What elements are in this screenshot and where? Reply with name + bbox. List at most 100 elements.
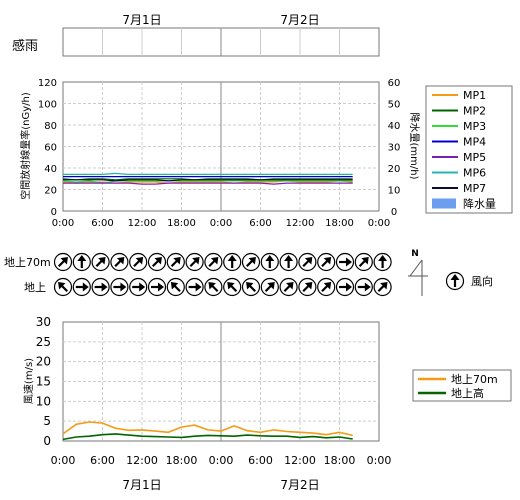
wind-arrow-head xyxy=(323,257,332,265)
series-line-mp2 xyxy=(62,178,353,181)
wind-arrow-shape xyxy=(58,282,69,293)
wind-arrow-head xyxy=(323,282,332,290)
wind-arrow-shape xyxy=(77,255,87,268)
legend-label: MP4 xyxy=(463,136,486,149)
wind-arrow-ground xyxy=(166,277,185,297)
wind-ytick-label: 0 xyxy=(43,434,51,448)
wind-arrow-shape xyxy=(246,282,257,293)
precip-ytick-label: 20 xyxy=(388,164,401,175)
wind-arrow-ground xyxy=(204,277,223,297)
wind-arrow-70m xyxy=(335,252,355,272)
wind-ytick-label: 30 xyxy=(36,315,51,329)
wind-speed-ylabel: 風速(m/s) xyxy=(23,358,35,404)
wind-arrow-70m xyxy=(110,252,129,272)
wind-arrow-head xyxy=(58,282,66,290)
wind-arrow-shape xyxy=(133,257,144,268)
wind-arrow-shape xyxy=(264,282,275,293)
wind-arrow-head xyxy=(139,282,146,292)
dose-rate-ylabel: 空間放射線量率(nGy/h) xyxy=(19,92,32,200)
wind-arrow-shape xyxy=(170,282,181,293)
wind-xtick-label: 18:00 xyxy=(166,454,198,467)
series-line-mp7 xyxy=(63,179,353,182)
wind-arrow-70m xyxy=(166,252,185,272)
date-label-jul1-bottom: 7月1日 xyxy=(122,478,161,492)
wind-ytick-label: 20 xyxy=(36,355,51,369)
legend-label: MP2 xyxy=(463,105,486,118)
wind-xtick-label: 12:00 xyxy=(126,454,158,467)
wind-arrow-head xyxy=(267,282,275,290)
wind-arrow-ground xyxy=(129,277,148,297)
series-line-mp6 xyxy=(63,172,353,175)
wind-arrow-head xyxy=(170,282,179,290)
wind-arrow-70m xyxy=(279,252,298,272)
wind-arrow-ground xyxy=(110,277,129,297)
dose-xtick-label: 18:00 xyxy=(325,218,354,229)
wind-arrow-head xyxy=(380,282,388,290)
legend-label: MP6 xyxy=(463,167,486,180)
wind-speed-panel: 0 5 10 15 20 25 30 0:00 6:00 12:00 18:00 0:00 6:00 1… xyxy=(23,315,512,492)
series-line-mp3 xyxy=(62,180,353,184)
wind-arrow-shape xyxy=(208,257,219,268)
legend-label: 地上70m xyxy=(451,373,498,386)
wind-ytick-label: 15 xyxy=(36,375,51,389)
dose-rate-panel: 0 20 40 60 80 100 120 0 10 20 30 40 50 60 0:00 6:00 12… xyxy=(19,78,513,229)
dose-xtick-label: 12:00 xyxy=(128,218,157,229)
wind-arrow-shape xyxy=(170,257,181,268)
wind-arrow-head xyxy=(154,257,162,265)
series-line-70m xyxy=(62,421,353,437)
wind-arrow-head xyxy=(304,257,313,265)
rain-sense-panel: 7月1日 7月2日 感雨 xyxy=(12,13,380,57)
wind-arrow-70m xyxy=(129,252,148,272)
wind-arrow-shape xyxy=(188,282,202,292)
wind-arrow-shape xyxy=(377,282,388,293)
wind-arrow-ground xyxy=(223,277,242,297)
wind-arrow-head xyxy=(346,257,352,267)
wind-arrow-shape xyxy=(227,282,238,293)
precip-ytick-label: 0 xyxy=(391,207,397,218)
wind-arrow-70m xyxy=(147,252,167,272)
wind-arrow-shape xyxy=(378,255,388,268)
legend-label: MP5 xyxy=(463,151,486,164)
wind-arrow-head xyxy=(208,282,216,290)
rain-sense-label: 感雨 xyxy=(12,38,38,54)
date-label-jul2: 7月2日 xyxy=(280,13,319,27)
wind-arrow-head xyxy=(248,257,256,265)
wind-arrow-70m xyxy=(260,252,279,272)
wind-arrow-shape xyxy=(95,257,106,268)
dose-ytick-label: 60 xyxy=(44,143,57,154)
wind-arrow-shape xyxy=(450,274,460,287)
wind-arrow-shape xyxy=(321,257,332,268)
wind-arrow-ground xyxy=(317,277,336,297)
wind-arrow-shape xyxy=(151,257,162,268)
wind-arrow-shape xyxy=(227,255,237,268)
wind-arrow-head xyxy=(450,274,460,280)
wind-arrow-shape xyxy=(283,282,294,293)
wind-arrow-70m xyxy=(185,252,204,272)
wind-arrow-head xyxy=(77,255,87,261)
wind-arrow-head xyxy=(101,282,108,292)
wind-xtick-label: 0:00 xyxy=(51,454,76,467)
wind-direction-legend-label: 風向 xyxy=(471,274,493,288)
wind-arrow-shape xyxy=(57,257,68,268)
dose-ytick-label: 80 xyxy=(44,121,57,132)
wind-direction-legend-icon xyxy=(445,271,465,291)
wind-ytick-label: 25 xyxy=(36,335,51,349)
wind-arrow-shape xyxy=(302,257,313,268)
wind-arrow-shape xyxy=(284,255,294,268)
dose-xtick-label: 0:00 xyxy=(210,218,232,229)
wind-arrow-ground xyxy=(72,277,91,297)
precip-ytick-label: 40 xyxy=(388,121,401,132)
wind-arrow-head xyxy=(60,257,68,265)
wind-arrow-ground xyxy=(91,277,110,297)
precip-ytick-label: 30 xyxy=(388,143,401,154)
wind-arrow-70m xyxy=(354,252,373,272)
wind-arrow-shape xyxy=(75,282,89,292)
dose-ytick-label: 100 xyxy=(38,100,57,111)
north-compass: N xyxy=(408,249,428,296)
wind-arrow-ground xyxy=(279,277,298,297)
legend-swatch-precip xyxy=(432,198,456,209)
dose-ytick-label: 40 xyxy=(44,164,57,175)
wind-ytick-label: 5 xyxy=(43,414,51,428)
wind-arrow-70m xyxy=(223,252,242,272)
